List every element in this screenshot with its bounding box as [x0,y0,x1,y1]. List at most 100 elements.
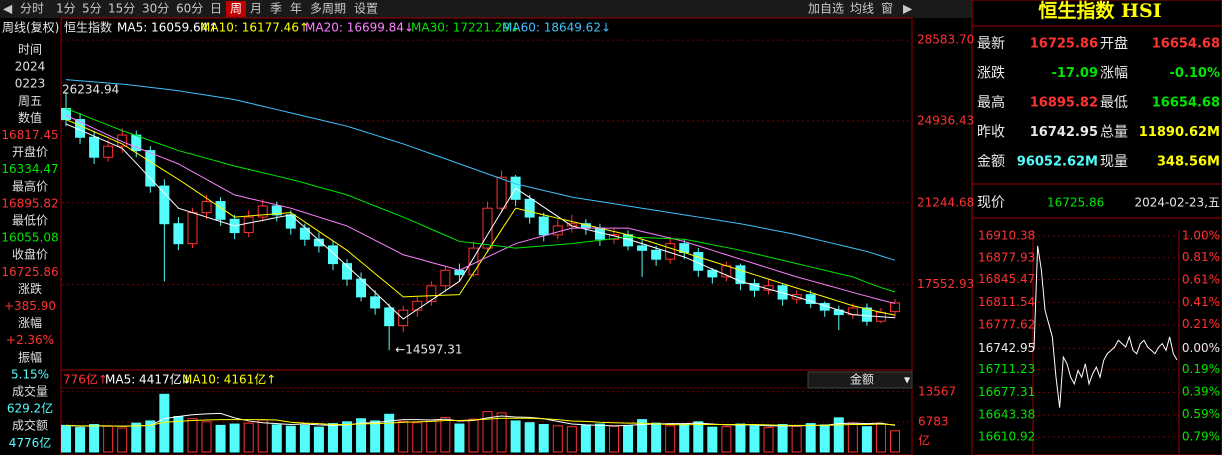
toolbar-active-bg [226,1,246,17]
y-tick-label: 13567 [918,384,956,398]
volume-bar [75,427,86,453]
legend-entry: MA5: 4417亿↓ [105,372,192,387]
toolbar-item[interactable]: 1分 [56,2,76,16]
y-tick-label: 16711.23 [978,362,1035,376]
quote-label: 涨幅 [1100,66,1128,82]
annotation: ←14597.31 [395,343,462,357]
volume-bar [257,419,268,453]
sidebar-item: 4776亿 [9,435,52,450]
quote-label: 最新 [977,36,1005,52]
y-tick-label: 21244.68 [917,195,974,209]
volume-bar [623,424,634,453]
volume-bar [608,425,619,453]
quote-value: 96052.62M [1017,155,1098,170]
volume-bar [679,423,690,453]
legend-entry: MA10: 16177.46↑ [200,21,309,35]
sidebar-item: 涨幅 [18,315,42,330]
volume-ma-line [65,417,896,427]
volume-bar [454,423,465,453]
dropdown-label[interactable]: 金额 [850,372,874,387]
volume-bar [510,420,521,453]
toolbar-item[interactable]: 60分 [176,2,203,16]
candle-body [370,296,381,309]
quote-value: -17.09 [1051,66,1098,81]
y2-tick-label: 0.21% [1182,317,1220,331]
y2-tick-label: 0.39% [1182,385,1220,399]
index-name: 恒生指数 [64,20,112,35]
volume-bar [552,425,563,453]
sidebar-item: 16055.08 [1,231,58,245]
candle-body [482,207,493,249]
toolbar-item[interactable]: 15分 [108,2,135,16]
toolbar-item[interactable]: 多周期 [310,2,346,16]
volume-bar [482,411,493,453]
candle-body [440,269,451,287]
volume-bar [215,424,226,453]
candle-body [342,263,353,280]
toolbar-item[interactable]: 设置 [354,2,378,16]
volume-bar [833,417,844,453]
toolbar-bg [0,0,1222,18]
quote-value: 16895.82 [1030,96,1098,111]
toolbar-item[interactable]: 日 [210,2,222,16]
volume-bar [145,420,156,453]
candle-body [805,294,816,305]
y-tick-label: 6783 [918,414,949,428]
candle-body [89,136,100,158]
volume-bar [693,421,704,453]
toolbar-item[interactable]: 月 [250,2,262,16]
volume-bar [342,421,353,453]
quote-label: 最低 [1100,95,1128,111]
toolbar-item[interactable]: 窗 [881,2,893,16]
volume-bar [201,421,212,453]
toolbar-item[interactable]: 5分 [82,2,102,16]
y2-tick-label: 0.81% [1182,250,1220,264]
toolbar-item[interactable]: 均线 [850,2,874,16]
dropdown-arrow[interactable]: ▼ [904,376,911,385]
volume-bar [187,418,198,453]
toolbar-item[interactable]: 加自选 [808,2,844,16]
quote-value: 16725.86 [1030,37,1098,52]
candle-body [173,223,184,245]
toolbar-item[interactable]: 周 [230,2,242,16]
volume-bar [229,423,240,453]
volume-bar [805,423,816,453]
period-label: 周线(复权) [2,21,59,35]
volume-header: 776亿↑ [63,372,108,387]
dropdown[interactable] [807,371,913,389]
sidebar-item: 16334.47 [1,162,58,176]
volume-bar [103,425,114,453]
candle-body [412,300,423,311]
y-tick-label: 28583.70 [917,33,974,47]
toolbar-item[interactable]: 季 [270,2,282,16]
y-tick-label: 16677.31 [978,385,1035,399]
toolbar-prev[interactable]: ◀ [3,2,13,16]
toolbar-item[interactable]: 30分 [142,2,169,16]
volume-bar [117,427,128,453]
candle-body [187,212,198,245]
toolbar-item[interactable]: 分时 [20,2,44,16]
volume-bar [271,424,282,453]
quote-label: 金额 [977,154,1005,170]
volume-bar [496,412,507,453]
toolbar-next[interactable]: ▶ [903,2,913,16]
sidebar-item: +2.36% [6,333,54,347]
quote-title: 恒生指数 HSI [1038,0,1161,22]
candle-body [215,201,226,220]
legend-entry: MA60: 18649.62↓ [502,21,611,35]
candle-body [257,205,268,218]
ma-line [65,119,896,316]
quote-panel [971,0,1222,455]
candle-body [735,265,746,285]
quote-label: 涨跌 [977,66,1005,82]
ma-line [65,79,896,261]
quote-value: 11890.62M [1139,125,1220,140]
now-date: 2024-02-23,五 [1134,196,1220,210]
toolbar-item[interactable]: 年 [290,2,302,16]
candle-body [524,198,535,218]
sidebar-item: 成交量 [12,384,48,399]
volume-bar [749,425,760,453]
quote-value: -0.10% [1170,66,1221,81]
sidebar-item: 最低价 [12,214,48,228]
volume-bar [637,419,648,453]
